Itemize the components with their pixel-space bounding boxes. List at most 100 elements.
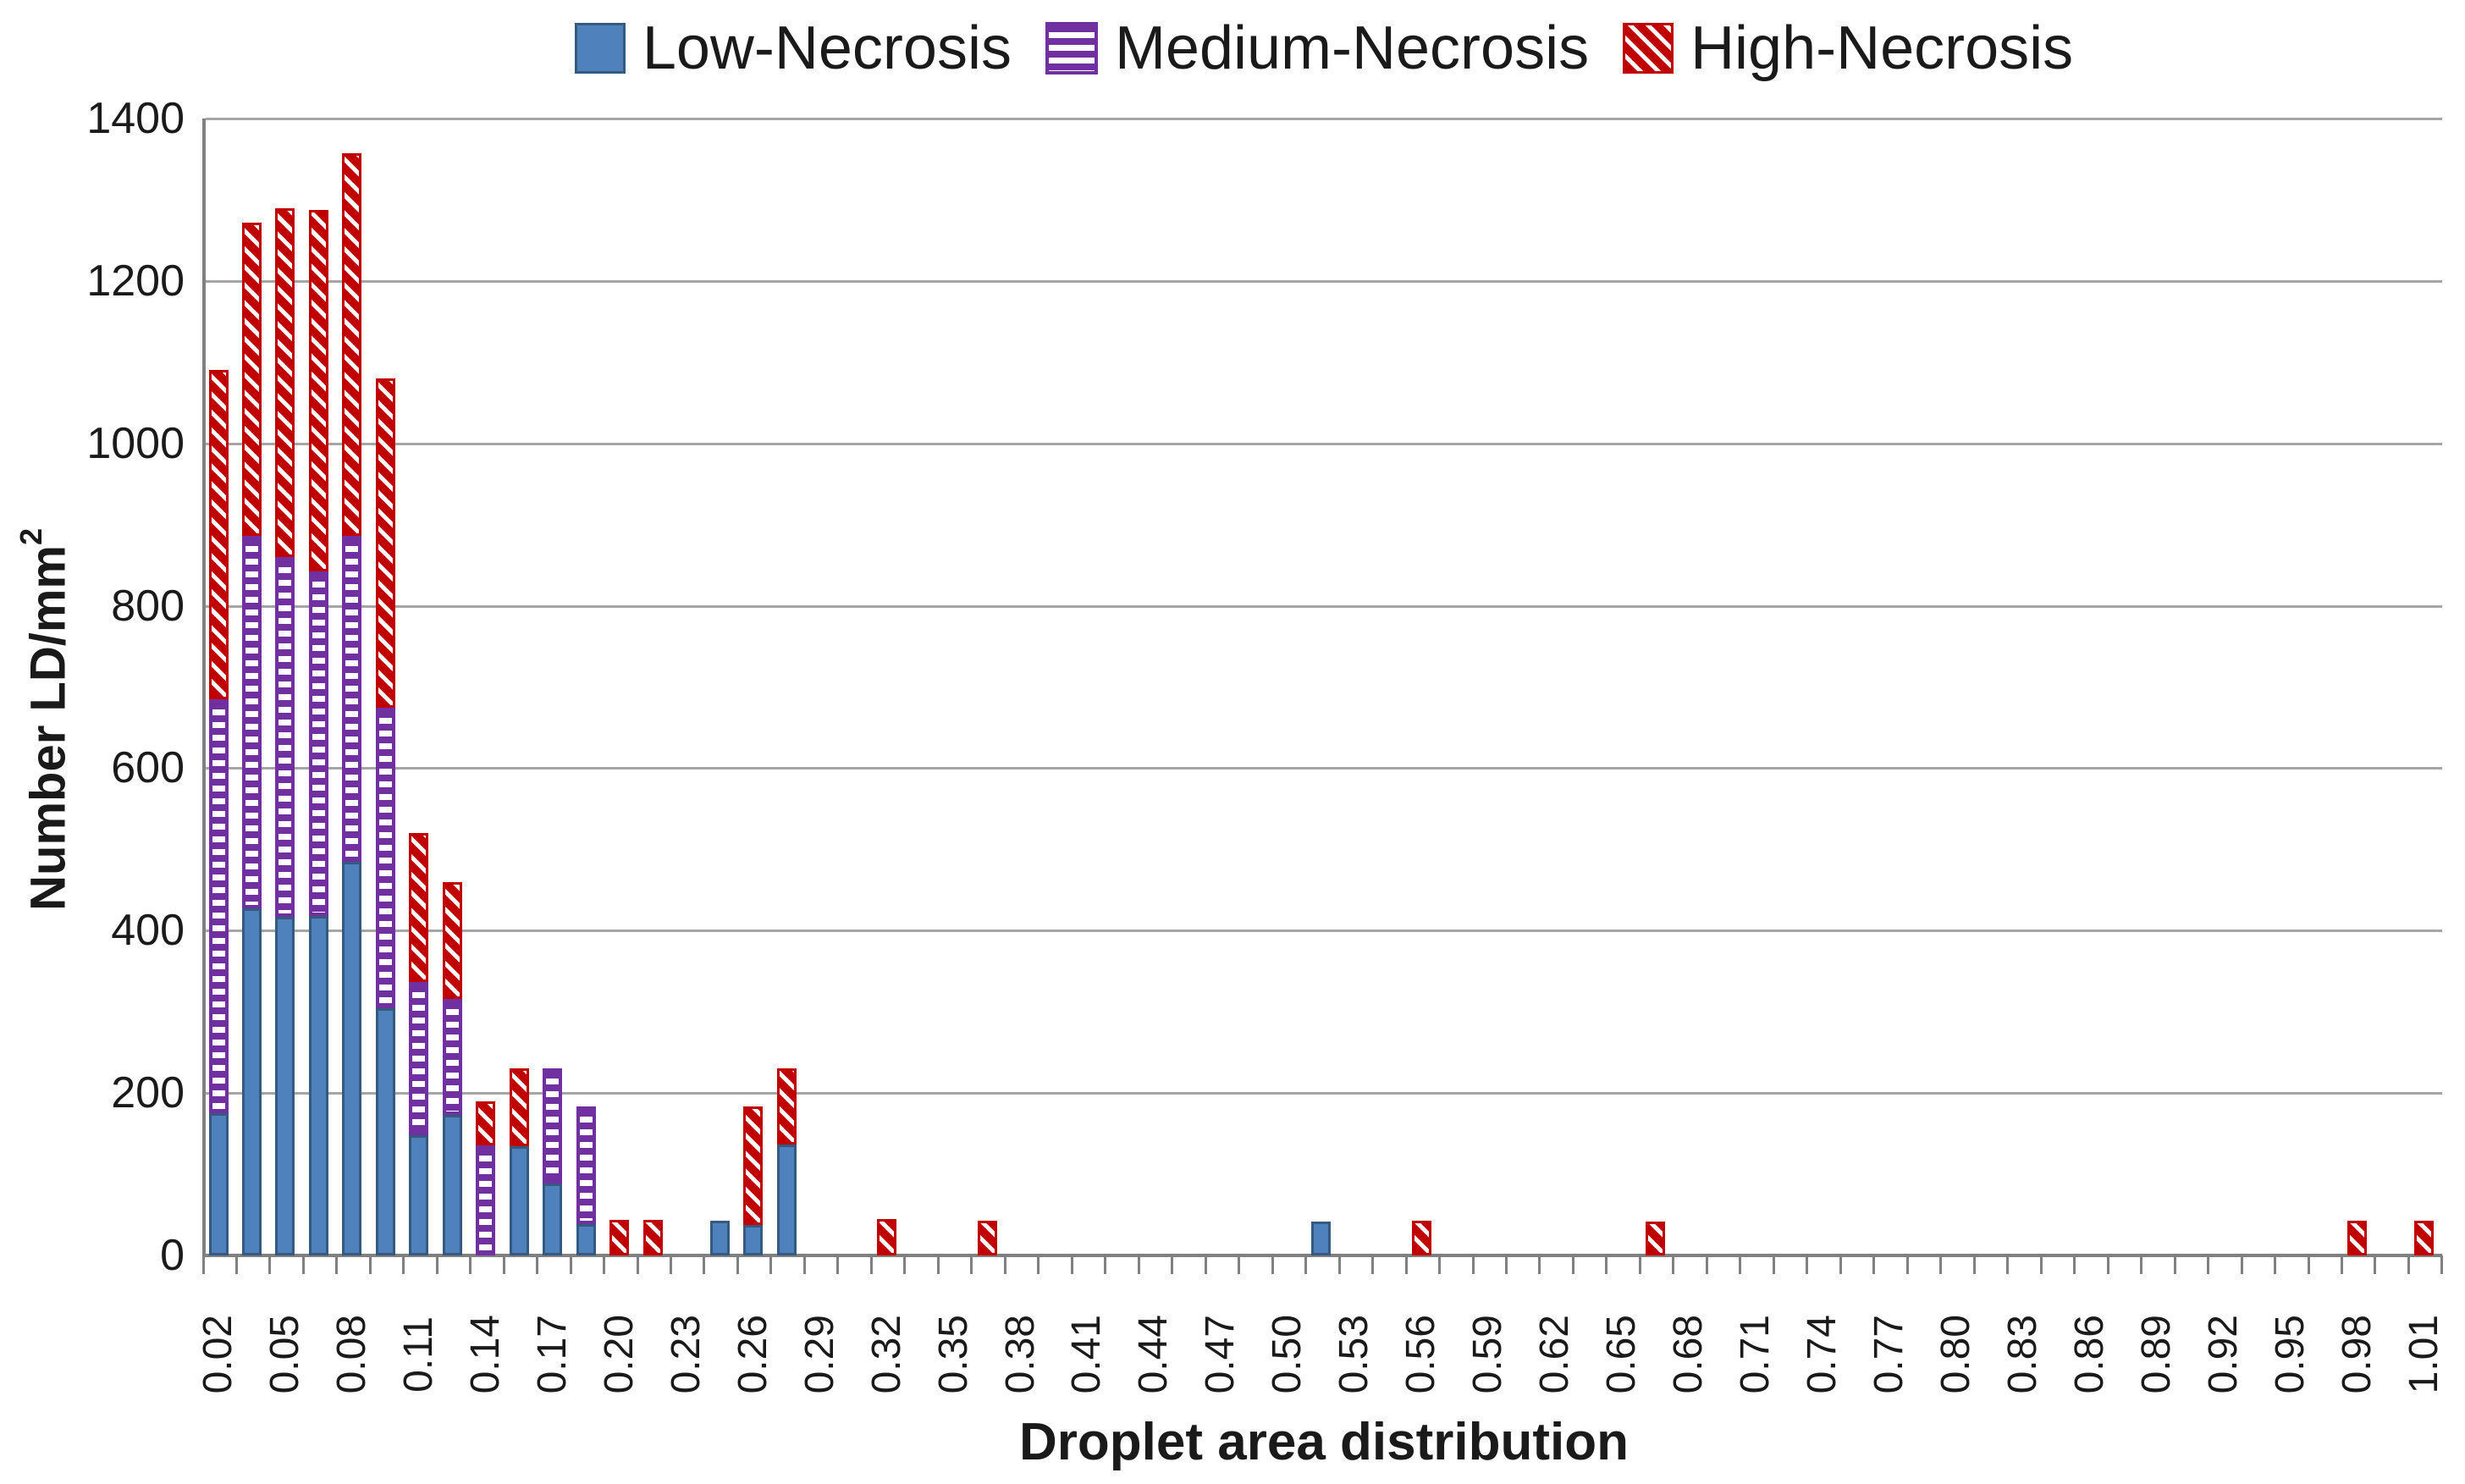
bar-0.065 — [308, 210, 328, 1255]
x-tick-mark — [1905, 1255, 1909, 1274]
x-tick-mark — [1438, 1255, 1442, 1274]
bar-segment-high-necrosis-0.095 — [375, 378, 395, 709]
bar-segment-high-necrosis-0.275 — [776, 1068, 797, 1145]
x-tick-label-0.86: 0.86 — [2066, 1315, 2112, 1394]
bar-segment-low-necrosis-0.035 — [241, 908, 262, 1255]
x-tick-mark — [1972, 1255, 1976, 1274]
bar-segment-high-necrosis-0.26 — [743, 1106, 764, 1225]
x-tick-label-0.74: 0.74 — [1800, 1315, 1845, 1394]
x-tick-mark — [903, 1255, 907, 1274]
x-tick-label-0.26: 0.26 — [730, 1315, 775, 1394]
legend-item-high-necrosis: High-Necrosis — [1623, 18, 2073, 79]
x-tick-label-0.14: 0.14 — [462, 1315, 508, 1394]
y-tick-label-1200: 1200 — [86, 256, 185, 306]
x-tick-label-0.41: 0.41 — [1064, 1315, 1110, 1394]
bar-0.02 — [208, 370, 229, 1255]
x-tick-label-0.92: 0.92 — [2200, 1315, 2246, 1394]
x-tick-mark — [2340, 1255, 2343, 1274]
bar-0.245 — [709, 1220, 730, 1255]
bar-0.035 — [241, 222, 262, 1255]
bar-segment-high-necrosis-0.065 — [308, 210, 328, 572]
x-tick-mark — [1739, 1255, 1742, 1274]
x-tick-mark — [2307, 1255, 2310, 1274]
bar-0.125 — [442, 881, 462, 1255]
bar-segment-low-necrosis-0.515 — [1311, 1221, 1332, 1255]
x-tick-label-0.59: 0.59 — [1465, 1315, 1511, 1394]
bar-segment-medium-necrosis-0.14 — [476, 1145, 496, 1255]
x-tick-mark — [402, 1255, 405, 1274]
x-tick-label-0.20: 0.20 — [596, 1315, 642, 1394]
bar-segment-low-necrosis-0.08 — [342, 861, 362, 1255]
bar-segment-medium-necrosis-0.065 — [308, 571, 328, 917]
y-tick-label-1000: 1000 — [86, 418, 185, 468]
x-tick-mark — [536, 1255, 539, 1274]
x-axis-line — [202, 1254, 2442, 1257]
x-tick-mark — [1504, 1255, 1508, 1274]
legend-item-medium-necrosis: Medium-Necrosis — [1045, 18, 1589, 79]
bar-segment-high-necrosis-0.125 — [442, 881, 462, 999]
x-tick-mark — [603, 1255, 606, 1274]
bar-segment-medium-necrosis-0.08 — [342, 536, 362, 862]
x-tick-mark — [1872, 1255, 1876, 1274]
y-tick-label-200: 200 — [111, 1068, 185, 1118]
x-tick-label-0.56: 0.56 — [1398, 1315, 1444, 1394]
x-tick-mark — [569, 1255, 572, 1274]
bar-0.17 — [543, 1068, 563, 1255]
bar-segment-medium-necrosis-0.02 — [208, 698, 229, 1114]
bar-segment-medium-necrosis-0.125 — [442, 998, 462, 1116]
bar-0.98 — [2347, 1220, 2368, 1255]
gridline-200 — [206, 1092, 2442, 1095]
x-tick-label-0.02: 0.02 — [196, 1315, 240, 1394]
bar-0.08 — [342, 153, 362, 1255]
bar-0.14 — [476, 1101, 496, 1255]
x-tick-mark — [1772, 1255, 1775, 1274]
bar-0.185 — [576, 1106, 596, 1255]
gridline-800 — [206, 604, 2442, 608]
x-tick-mark — [1204, 1255, 1207, 1274]
gridline-400 — [206, 930, 2442, 933]
bar-segment-medium-necrosis-0.05 — [275, 557, 295, 917]
bar-segment-high-necrosis-0.11 — [409, 833, 429, 982]
x-tick-mark — [502, 1255, 505, 1274]
medium-necrosis-swatch-icon — [1045, 22, 1098, 74]
x-tick-mark — [1638, 1255, 1641, 1274]
bar-segment-low-necrosis-0.095 — [375, 1008, 395, 1255]
y-tick-label-800: 800 — [111, 581, 185, 631]
y-tick-label-600: 600 — [111, 743, 185, 793]
x-tick-mark — [736, 1255, 739, 1274]
legend-label-low-necrosis: Low-Necrosis — [642, 14, 1012, 82]
bar-0.665 — [1646, 1221, 1666, 1255]
x-tick-mark — [1404, 1255, 1408, 1274]
y-axis-title-superscript: 2 — [13, 528, 48, 546]
bar-0.215 — [642, 1219, 663, 1255]
x-tick-mark — [1337, 1255, 1341, 1274]
bar-0.32 — [877, 1218, 897, 1255]
bar-segment-medium-necrosis-0.185 — [576, 1106, 596, 1224]
bar-0.2 — [609, 1219, 630, 1255]
gridline-1400 — [206, 118, 2442, 120]
x-tick-label-0.44: 0.44 — [1131, 1315, 1177, 1394]
x-tick-label-0.05: 0.05 — [262, 1315, 307, 1394]
x-tick-mark — [1672, 1255, 1675, 1274]
x-tick-label-0.11: 0.11 — [395, 1316, 441, 1393]
bar-segment-high-necrosis-0.035 — [241, 222, 262, 537]
bar-segment-low-necrosis-0.05 — [275, 916, 295, 1255]
x-tick-mark — [2039, 1255, 2043, 1274]
x-tick-label-0.98: 0.98 — [2334, 1315, 2380, 1394]
y-tick-label-0: 0 — [160, 1231, 185, 1280]
x-tick-mark — [1304, 1255, 1308, 1274]
x-tick-mark — [234, 1255, 238, 1274]
x-tick-label-0.23: 0.23 — [663, 1315, 709, 1394]
x-tick-mark — [1171, 1255, 1174, 1274]
legend-item-low-necrosis: Low-Necrosis — [574, 14, 1012, 82]
bar-segment-high-necrosis-0.02 — [208, 370, 229, 699]
bar-0.11 — [409, 833, 429, 1255]
x-tick-label-0.29: 0.29 — [797, 1315, 842, 1394]
x-tick-label-0.89: 0.89 — [2133, 1315, 2179, 1394]
x-tick-label-1.01: 1.01 — [2401, 1315, 2446, 1394]
x-tick-mark — [1571, 1255, 1574, 1274]
bar-segment-low-necrosis-0.125 — [442, 1115, 462, 1255]
x-tick-label-0.68: 0.68 — [1666, 1315, 1712, 1394]
bar-0.365 — [977, 1220, 997, 1255]
bar-0.515 — [1311, 1221, 1332, 1255]
